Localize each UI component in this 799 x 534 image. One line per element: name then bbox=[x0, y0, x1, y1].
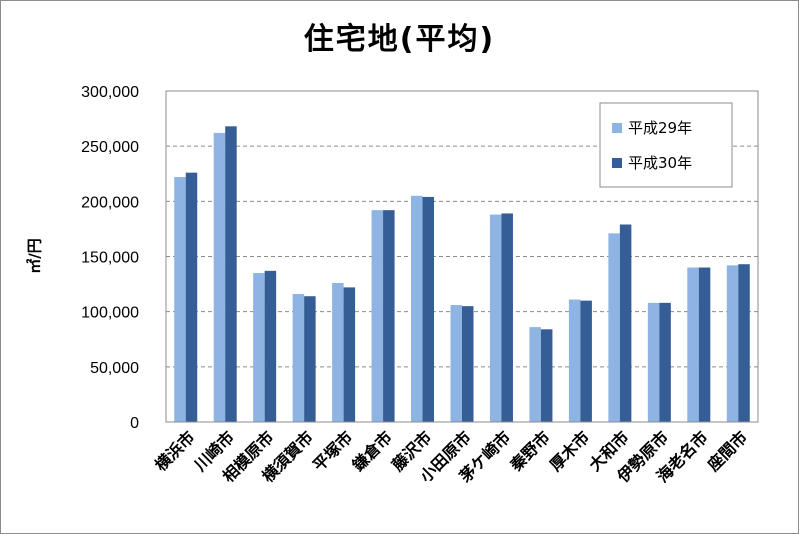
bar-h30 bbox=[540, 329, 553, 422]
bar-h29 bbox=[411, 195, 423, 422]
legend-label: 平成29年 bbox=[628, 119, 692, 137]
legend-box bbox=[599, 102, 733, 188]
bar-h29 bbox=[253, 273, 265, 422]
x-category-label: 座間市 bbox=[703, 427, 751, 475]
bar-h30 bbox=[383, 210, 395, 422]
bar-h29 bbox=[529, 327, 541, 422]
bar-h29 bbox=[371, 210, 384, 422]
legend-label: 平成30年 bbox=[628, 154, 692, 172]
bar-h29 bbox=[292, 294, 305, 422]
y-tick-label: 100,000 bbox=[81, 305, 139, 322]
bar-h30 bbox=[225, 126, 237, 422]
bar-h30 bbox=[580, 300, 592, 422]
bar-h29 bbox=[647, 302, 660, 422]
bar-h30 bbox=[698, 267, 711, 422]
bar-h30 bbox=[422, 196, 435, 422]
plot-area-border bbox=[165, 90, 759, 423]
x-category-label: 厚木市 bbox=[546, 427, 593, 474]
bar-h30 bbox=[738, 264, 750, 422]
y-axis-ticks: 0 50,000 100,000 150,000 200,000 250,000 300,0… bbox=[81, 84, 139, 432]
y-tick-label: 250,000 bbox=[81, 139, 139, 156]
bar-h30 bbox=[501, 213, 513, 422]
bar-h30 bbox=[619, 224, 632, 422]
bar-h29 bbox=[687, 267, 699, 422]
bar-h30 bbox=[343, 287, 356, 422]
x-category-label: 秦野市 bbox=[506, 427, 554, 475]
x-axis-categories: 横浜市川崎市相模原市横須賀市平塚市鎌倉市藤沢市小田原市茅ケ崎市秦野市厚木市大和市… bbox=[151, 427, 751, 486]
bar-h30 bbox=[462, 306, 474, 422]
bar-h29 bbox=[174, 177, 186, 422]
bar-h29 bbox=[332, 282, 344, 422]
x-category-label: 横浜市 bbox=[151, 427, 198, 474]
legend-swatch bbox=[612, 123, 622, 133]
bars bbox=[174, 126, 750, 422]
y-tick-label: 200,000 bbox=[81, 194, 139, 211]
legend-swatch bbox=[612, 158, 622, 168]
x-category-label: 平塚市 bbox=[309, 427, 356, 474]
bar-h29 bbox=[489, 214, 502, 422]
y-tick-label: 150,000 bbox=[81, 250, 139, 267]
bar-h30 bbox=[185, 172, 198, 422]
y-tick-label: 300,000 bbox=[81, 84, 139, 101]
y-tick-label: 0 bbox=[130, 415, 139, 432]
x-category-label: 鎌倉市 bbox=[348, 427, 396, 475]
chart-title: 住宅地(平均) bbox=[303, 22, 496, 57]
bar-h29 bbox=[213, 132, 226, 422]
bar-h29 bbox=[726, 265, 739, 422]
bar-h30 bbox=[659, 302, 671, 422]
bar-h30 bbox=[304, 296, 316, 422]
bar-h29 bbox=[568, 299, 581, 422]
bar-h29 bbox=[608, 233, 620, 422]
bar-h30 bbox=[264, 270, 277, 422]
bar-h29 bbox=[450, 305, 462, 422]
y-tick-label: 50,000 bbox=[90, 360, 139, 377]
